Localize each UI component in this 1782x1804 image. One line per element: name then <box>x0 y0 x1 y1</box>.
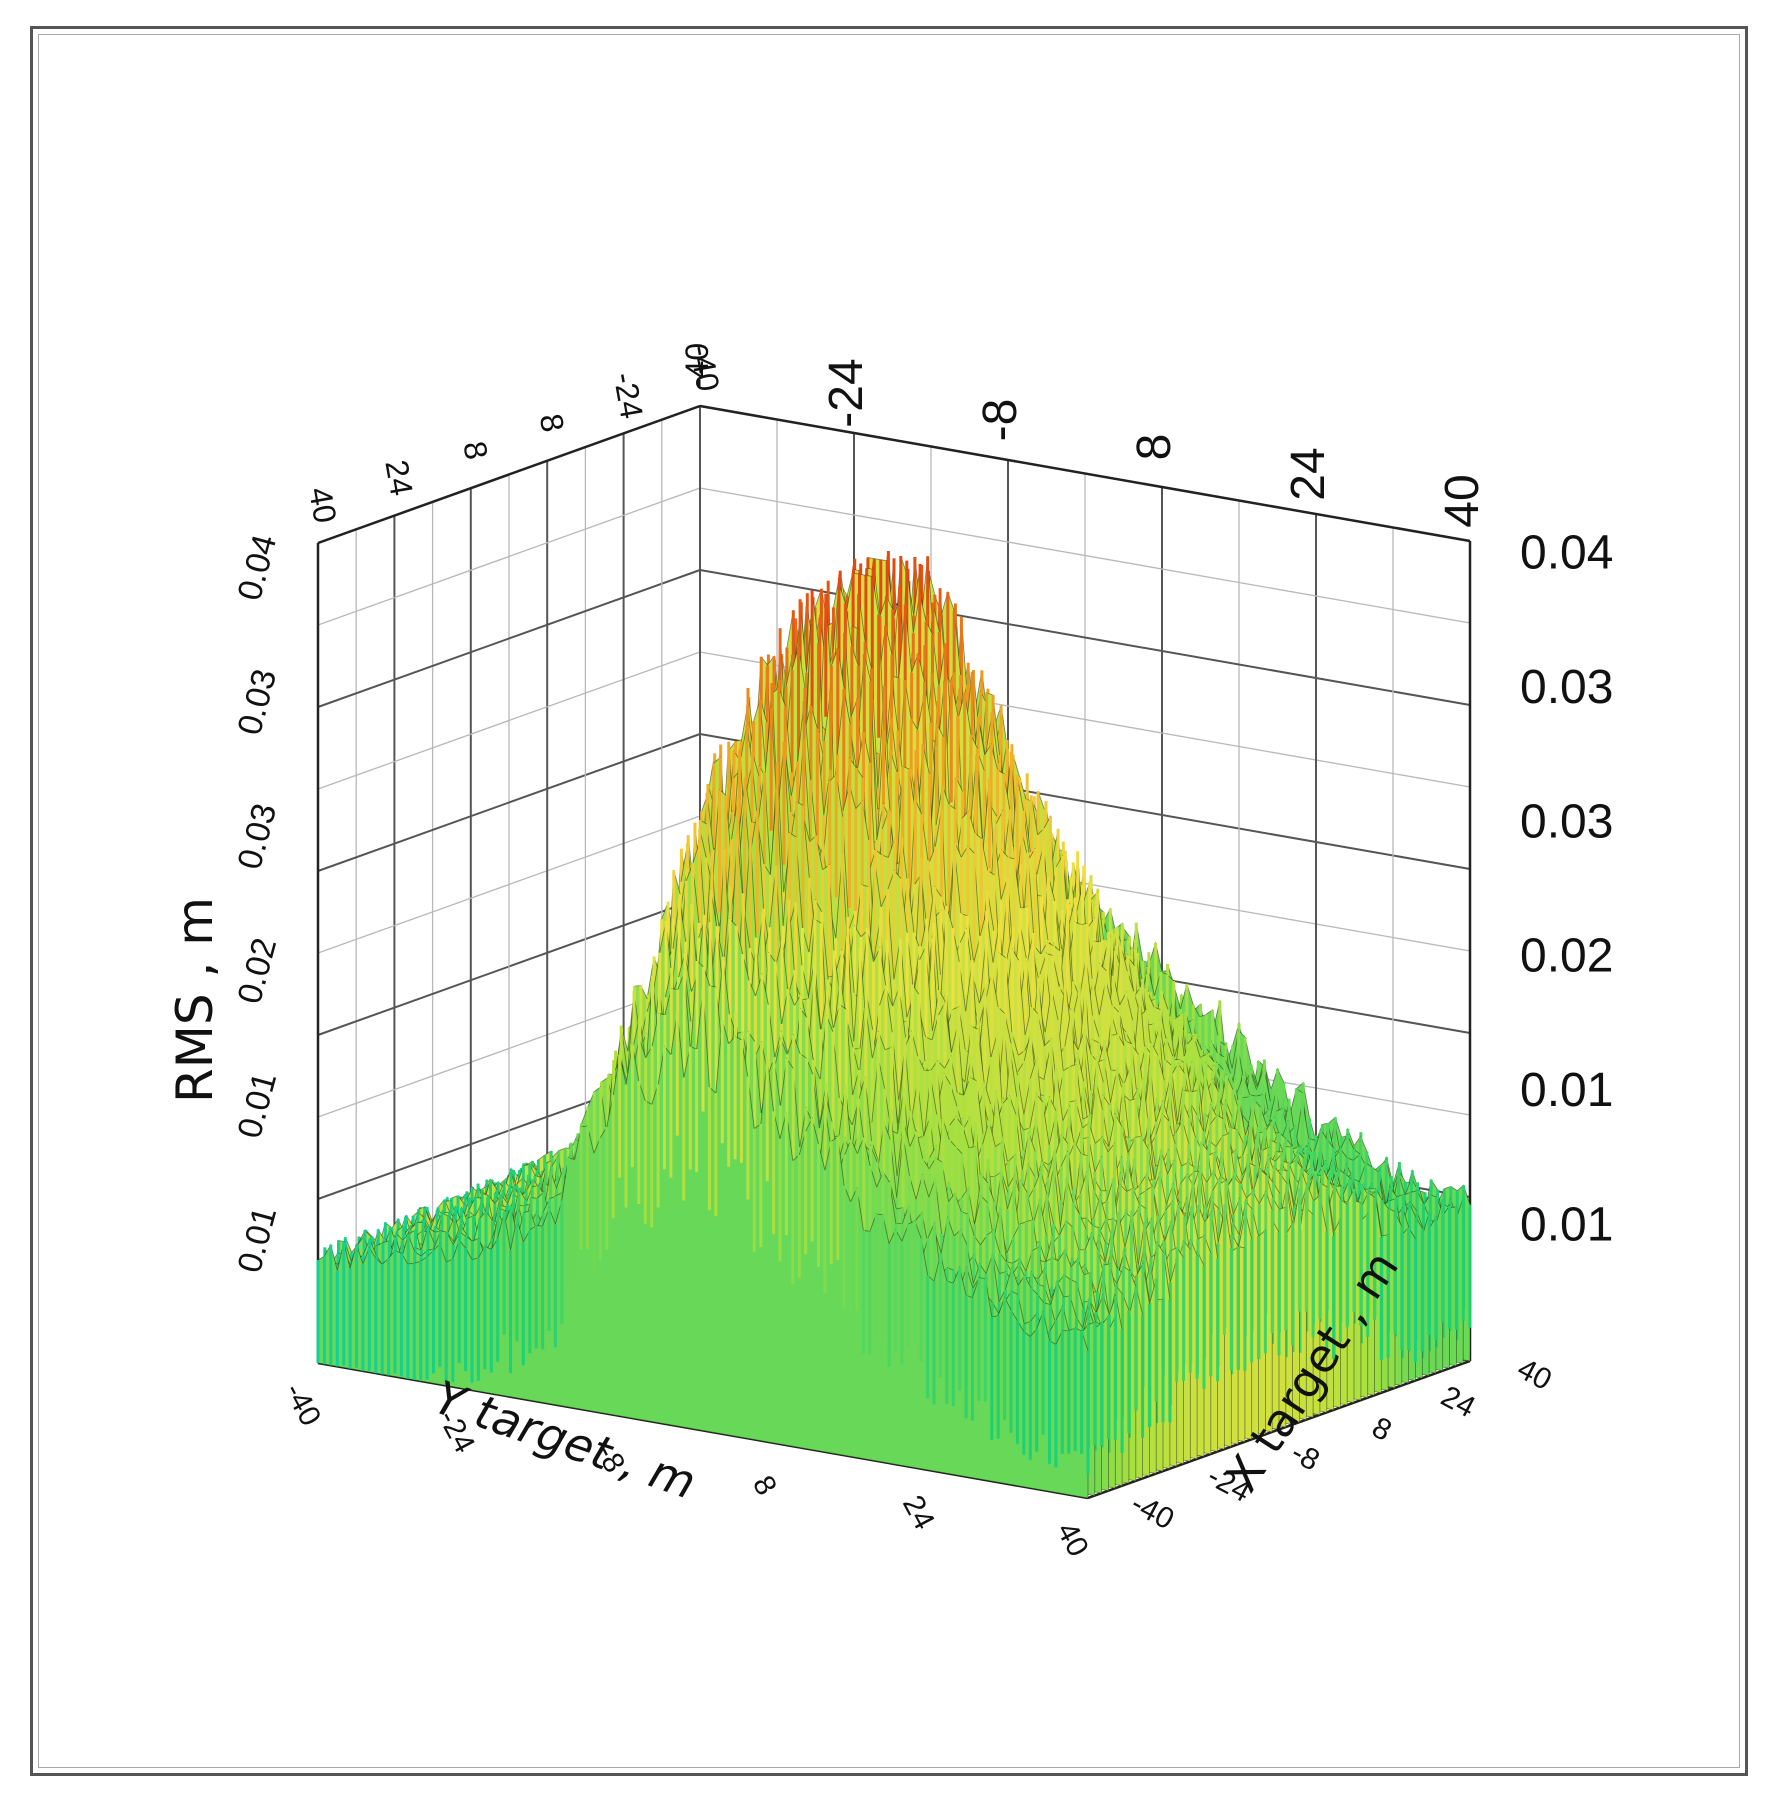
figure-inner-frame <box>38 34 1740 1768</box>
left-wall-gridline <box>317 487 701 626</box>
box-edge <box>317 404 701 545</box>
rms-surface <box>316 550 1472 1499</box>
back-wall-gridline <box>699 487 1471 624</box>
left-wall-gridline <box>317 733 701 872</box>
left-wall-gridline <box>317 569 701 708</box>
left-wall-gridline <box>317 815 701 954</box>
figure-frame <box>30 26 1748 1776</box>
left-wall-gridline <box>317 651 701 790</box>
box-edge <box>699 404 1471 543</box>
